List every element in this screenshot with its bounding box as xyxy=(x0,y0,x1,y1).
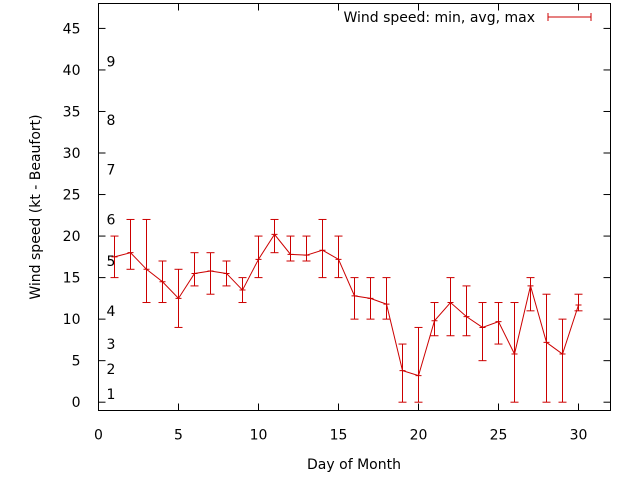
wind-speed-series xyxy=(110,218,583,403)
y-tick-label: 10 xyxy=(63,312,81,328)
legend: Wind speed: min, avg, max xyxy=(343,10,592,26)
beaufort-label: 5 xyxy=(107,254,116,270)
avg-point xyxy=(111,253,118,260)
y-tick-label: 20 xyxy=(63,229,81,245)
beaufort-label: 6 xyxy=(107,212,116,228)
legend-label: Wind speed: min, avg, max xyxy=(343,10,535,26)
y-tick-label: 45 xyxy=(63,21,81,37)
x-tick-label: 30 xyxy=(570,428,588,444)
y-tick-label: 5 xyxy=(72,354,81,370)
y-tick-label: 30 xyxy=(63,146,81,162)
beaufort-scale-labels: 1 2 3 4 5 6 7 8 9 xyxy=(107,55,116,403)
beaufort-label: 7 xyxy=(107,163,116,179)
y-axis-title: Wind speed (kt - Beaufort) xyxy=(28,114,44,299)
beaufort-label: 4 xyxy=(107,304,116,320)
avg-line xyxy=(114,233,579,377)
beaufort-label: 9 xyxy=(107,55,116,71)
x-axis: 0 5 10 15 20 25 30 xyxy=(94,3,588,444)
avg-point xyxy=(575,302,582,309)
y-tick-label: 25 xyxy=(63,188,81,204)
beaufort-label: 2 xyxy=(107,362,116,378)
plot-frame xyxy=(98,3,611,411)
x-tick-label: 0 xyxy=(94,428,103,444)
y-tick-label: 15 xyxy=(63,271,81,287)
y-tick-label: 35 xyxy=(63,104,81,120)
y-tick-label: 40 xyxy=(63,63,81,79)
beaufort-label: 8 xyxy=(107,113,116,129)
x-tick-label: 15 xyxy=(330,428,348,444)
x-axis-title: Day of Month xyxy=(307,457,401,473)
x-tick-label: 10 xyxy=(250,428,268,444)
beaufort-label: 1 xyxy=(107,387,116,403)
x-tick-label: 25 xyxy=(490,428,508,444)
x-tick-label: 5 xyxy=(174,428,183,444)
y-tick-label: 0 xyxy=(72,395,81,411)
beaufort-label: 3 xyxy=(107,337,116,353)
x-tick-label: 20 xyxy=(410,428,428,444)
